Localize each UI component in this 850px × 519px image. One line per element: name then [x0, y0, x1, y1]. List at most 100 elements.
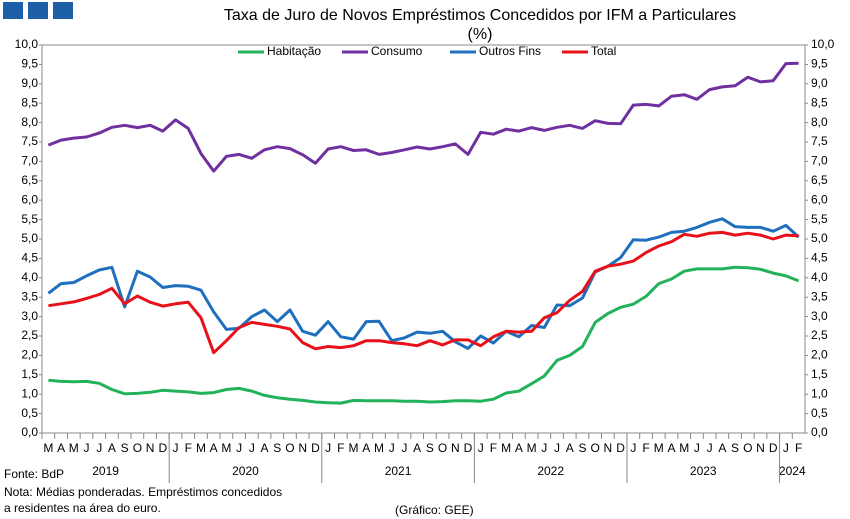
y-tick-label: 7,5: [21, 134, 38, 148]
x-tick-label: F: [337, 441, 344, 455]
y2-tick-label: 2,0: [811, 348, 828, 362]
x-tick-label: M: [349, 441, 359, 455]
x-tick-label: J: [96, 441, 102, 455]
y-tick-label: 2,5: [21, 328, 38, 342]
x-tick-label: A: [362, 441, 370, 455]
y-tick-label: 8,0: [21, 115, 38, 129]
chart-title: Taxa de Juro de Novos Empréstimos Conced…: [224, 7, 736, 24]
x-tick-label: N: [451, 441, 460, 455]
x-tick-label: A: [718, 441, 726, 455]
x-tick-label: A: [515, 441, 523, 455]
y-tick-label: 10,0: [15, 37, 39, 51]
x-tick-label: M: [196, 441, 206, 455]
x-tick-label: M: [501, 441, 511, 455]
x-tick-label: F: [642, 441, 649, 455]
x-tick-label: J: [401, 441, 407, 455]
x-tick-label: J: [541, 441, 547, 455]
x-tick-label: J: [173, 441, 179, 455]
y2-tick-label: 3,0: [811, 309, 828, 323]
y2-tick-label: 1,5: [811, 367, 828, 381]
y2-tick-label: 7,0: [811, 154, 828, 168]
x-tick-label: M: [654, 441, 664, 455]
y-tick-label: 8,5: [21, 95, 38, 109]
x-tick-label: S: [273, 441, 281, 455]
x-tick-label: S: [578, 441, 586, 455]
y2-tick-label: 3,5: [811, 289, 828, 303]
note: Nota: Médias ponderadas. Empréstimos con…: [4, 485, 282, 499]
y-tick-label: 7,0: [21, 154, 38, 168]
y-tick-label: 6,0: [21, 192, 38, 206]
legend-label: Outros Fins: [479, 44, 541, 58]
y-tick-label: 9,5: [21, 57, 38, 71]
x-tick-label: D: [769, 441, 778, 455]
logo-square: [53, 2, 73, 19]
y-tick-label: 2,0: [21, 348, 38, 362]
legend-label: Total: [591, 44, 616, 58]
series-line: [48, 265, 800, 405]
x-tick-label: J: [325, 441, 331, 455]
logo-square: [3, 2, 23, 19]
x-tick-label: M: [43, 441, 53, 455]
x-tick-label: M: [221, 441, 231, 455]
y-tick-label: 5,0: [21, 231, 38, 245]
y-tick-label: 1,5: [21, 367, 38, 381]
y-tick-label: 0,5: [21, 406, 38, 420]
y2-tick-label: 5,5: [811, 212, 828, 226]
x-tick-label: J: [694, 441, 700, 455]
x-tick-label: O: [438, 441, 447, 455]
legend-label: Habitação: [267, 44, 321, 58]
y2-tick-label: 1,0: [811, 386, 828, 400]
x-tick-label: N: [756, 441, 765, 455]
y2-tick-label: 0,0: [811, 425, 828, 439]
y-tick-label: 1,0: [21, 386, 38, 400]
year-label: 2022: [537, 464, 564, 478]
y2-tick-label: 5,0: [811, 231, 828, 245]
x-tick-label: J: [630, 441, 636, 455]
x-tick-label: A: [566, 441, 574, 455]
series-line: [47, 217, 800, 350]
x-tick-label: F: [795, 441, 802, 455]
x-tick-label: D: [158, 441, 167, 455]
y-tick-label: 3,5: [21, 289, 38, 303]
x-tick-label: J: [783, 441, 789, 455]
year-label: 2020: [232, 464, 259, 478]
x-tick-label: J: [84, 441, 90, 455]
x-tick-label: O: [285, 441, 294, 455]
y2-tick-label: 0,5: [811, 406, 828, 420]
x-tick-label: D: [311, 441, 320, 455]
x-tick-label: M: [374, 441, 384, 455]
x-tick-label: J: [236, 441, 242, 455]
y2-tick-label: 7,5: [811, 134, 828, 148]
series-line: [48, 230, 799, 355]
x-tick-label: A: [210, 441, 218, 455]
x-tick-label: N: [298, 441, 307, 455]
x-tick-label: J: [707, 441, 713, 455]
x-tick-label: F: [490, 441, 497, 455]
year-label: 2024: [779, 464, 806, 478]
year-label: 2019: [92, 464, 119, 478]
logo-square: [28, 2, 48, 19]
x-tick-label: S: [121, 441, 129, 455]
y-tick-label: 6,5: [21, 173, 38, 187]
y-tick-label: 4,5: [21, 251, 38, 265]
x-tick-label: M: [69, 441, 79, 455]
x-tick-label: M: [679, 441, 689, 455]
year-label: 2023: [690, 464, 717, 478]
y2-tick-label: 10,0: [811, 37, 835, 51]
x-tick-label: J: [478, 441, 484, 455]
y2-tick-label: 9,0: [811, 76, 828, 90]
x-tick-label: O: [591, 441, 600, 455]
y2-tick-label: 9,5: [811, 57, 828, 71]
x-tick-label: F: [185, 441, 192, 455]
y2-tick-label: 8,0: [811, 115, 828, 129]
x-tick-label: J: [554, 441, 560, 455]
series-line: [47, 61, 799, 173]
y-tick-label: 5,5: [21, 212, 38, 226]
plot-frame: [41, 44, 806, 434]
x-tick-label: N: [604, 441, 613, 455]
x-tick-label: N: [146, 441, 155, 455]
y2-tick-label: 6,0: [811, 192, 828, 206]
credit: (Gráfico: GEE): [395, 503, 474, 517]
x-tick-label: D: [464, 441, 473, 455]
